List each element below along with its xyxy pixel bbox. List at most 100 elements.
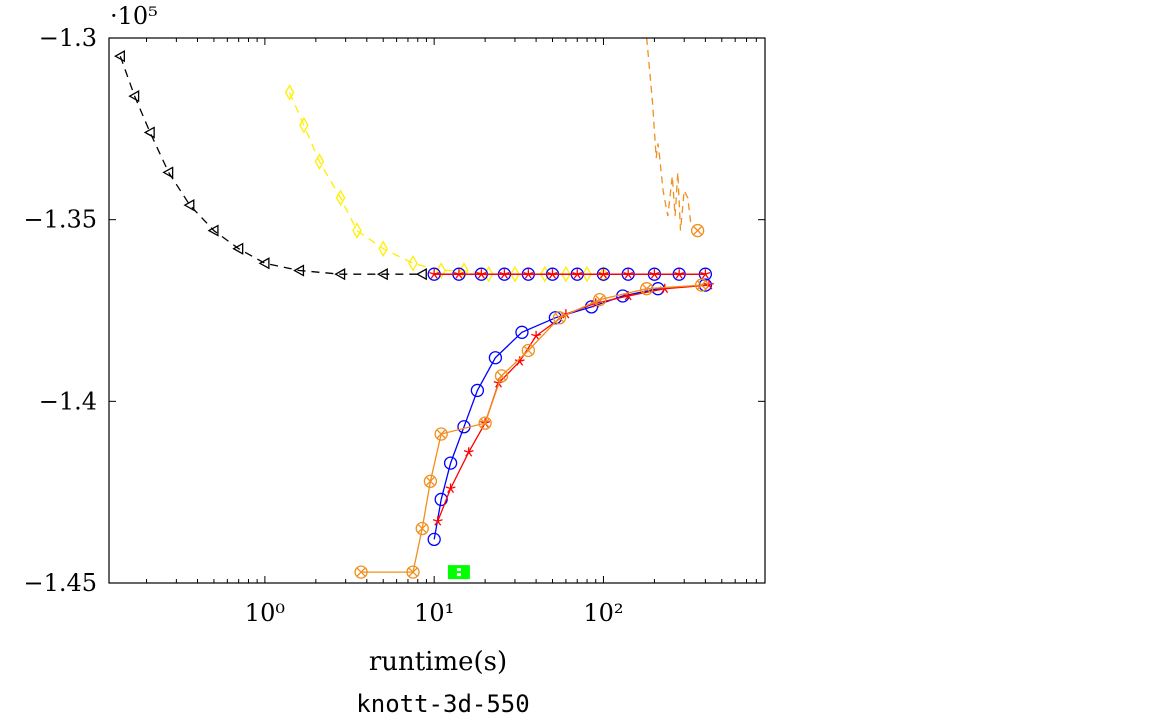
data-point [443,456,458,470]
data-point [162,166,174,179]
series-9 [447,565,470,580]
marker-star [432,516,443,526]
data-point [598,265,609,283]
marker-triangle [293,264,305,277]
data-point [478,416,492,430]
data-point [284,84,295,101]
data-point [434,427,448,441]
data-point [128,90,140,103]
y-multiplier-label: ·10⁵ [110,2,158,30]
marker-triangle [113,50,125,63]
y-tick-label: −1.35 [23,206,97,234]
marker-square-inner [456,573,461,577]
marker-triangle [415,268,427,281]
data-point [423,474,438,488]
data-point [561,265,571,283]
data-point [494,369,509,383]
data-point [207,224,219,237]
marker-circle [690,223,705,238]
x-axis-title: runtime(s) [369,647,507,677]
marker-triangle [207,224,219,237]
marker-diamond [378,240,388,258]
data-point [593,292,607,307]
marker-star [674,269,685,279]
data-point [582,265,592,283]
data-point [515,325,529,339]
marker-circle [488,351,503,365]
ticks-layer [109,37,766,584]
marker-cross [554,313,565,323]
series-6 [354,278,709,579]
data-point [415,268,427,281]
data-point [510,265,520,283]
marker-circle [406,565,420,579]
marker-circle [354,565,368,579]
marker-triangle [143,126,155,139]
data-point [378,240,388,258]
series-3 [429,269,711,279]
marker-diamond [335,189,346,207]
series-line [437,284,710,522]
data-point [523,269,534,279]
series-layer [113,37,714,580]
marker-star [531,330,542,341]
marker-triangle [232,242,244,255]
marker-cross [356,567,366,577]
marker-square-inner [456,568,461,572]
marker-cross [408,567,418,577]
marker-diamond [510,265,520,283]
series-line [433,284,706,540]
data-point [432,516,443,526]
data-point [552,311,567,325]
marker-square [447,565,470,580]
marker-diamond [408,254,418,272]
plot-frame [108,37,766,584]
marker-circle [434,427,448,441]
series-line [119,55,423,275]
data-point [640,282,654,296]
marker-cross [496,371,507,381]
marker-cross [480,418,490,428]
data-point [293,264,305,277]
marker-diamond [582,265,592,283]
data-point [476,269,487,279]
marker-star [704,280,714,290]
marker-circle [434,492,448,507]
marker-circle [694,278,709,292]
marker-circle [552,311,567,325]
marker-diamond [284,84,295,101]
marker-star [463,447,474,457]
marker-diamond [483,265,494,283]
data-point [352,222,362,239]
data-point [470,383,485,398]
marker-triangle [183,199,195,212]
marker-cross [642,284,652,294]
x-tick-label: 10¹ [414,599,454,627]
marker-diamond [561,265,571,283]
data-point [447,565,470,580]
marker-cross [523,345,534,356]
data-point [499,269,510,279]
data-point [429,269,440,279]
marker-cross [417,523,427,534]
marker-cross [436,429,446,439]
data-point [408,254,418,272]
marker-star [598,269,609,279]
marker-circle [593,292,607,307]
marker-cross [595,294,605,305]
marker-diamond [598,265,609,283]
series-7 [646,37,692,231]
data-point [547,269,558,279]
data-point [623,269,634,279]
y-tick-label: −1.3 [39,24,97,52]
data-point [694,278,709,292]
marker-star [572,269,583,279]
marker-triangle [258,257,270,270]
data-point [406,565,420,579]
data-point [445,483,456,493]
marker-triangle [128,90,140,103]
series-line [646,37,692,231]
marker-cross [692,225,703,236]
series-0 [113,50,427,281]
marker-circle [427,532,441,547]
